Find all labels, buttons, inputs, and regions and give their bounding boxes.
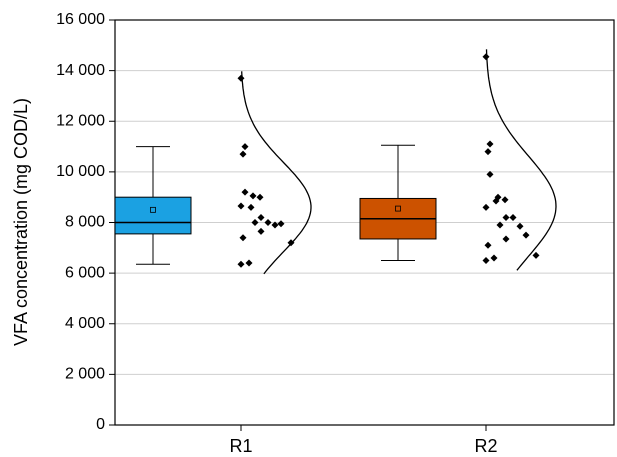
distribution-curve [485, 49, 557, 271]
data-point [502, 235, 510, 243]
data-point [241, 143, 249, 151]
data-point [482, 53, 490, 61]
y-tick-label: 12 000 [56, 112, 105, 129]
data-point [532, 251, 540, 259]
data-point [277, 220, 285, 228]
data-point [247, 203, 255, 211]
data-point [237, 260, 245, 268]
distribution-curve [241, 71, 312, 275]
data-point [502, 213, 510, 221]
data-point [509, 213, 517, 221]
data-point [486, 140, 494, 148]
data-point [496, 221, 504, 229]
data-point [492, 197, 500, 205]
y-tick-label: 10 000 [56, 163, 105, 180]
mean [395, 205, 401, 212]
data-point [490, 254, 498, 262]
data-point [239, 150, 247, 158]
y-tick-label: 4 000 [65, 315, 105, 332]
data-point [237, 74, 245, 82]
data-point [245, 259, 253, 267]
data-point [484, 148, 492, 156]
data-point [256, 193, 264, 201]
y-tick-label: 6 000 [65, 264, 105, 281]
data-point [237, 202, 245, 210]
data-point [239, 234, 247, 242]
data-point [482, 256, 490, 264]
data-point [501, 196, 509, 204]
y-tick-label: 8 000 [65, 214, 105, 231]
data-point [484, 241, 492, 249]
x-tick-label: R1 [229, 436, 252, 456]
data-point [486, 170, 494, 178]
data-point [241, 188, 249, 196]
data-point [516, 222, 524, 230]
y-axis-label: VFA concentration (mg COD/L) [11, 98, 31, 346]
data-point [482, 203, 490, 211]
y-tick-label: 0 [96, 416, 105, 433]
mean [150, 206, 156, 213]
y-tick-label: 16 000 [56, 11, 105, 28]
data-point [249, 192, 257, 200]
x-tick-label: R2 [474, 436, 497, 456]
data-point [264, 219, 272, 226]
data-point [271, 221, 279, 229]
box [114, 196, 192, 235]
data-point [257, 227, 265, 235]
data-point [257, 213, 265, 221]
data-point [522, 231, 530, 239]
y-tick-label: 2 000 [65, 366, 105, 383]
y-tick-label: 14 000 [56, 62, 105, 79]
data-point [251, 219, 259, 226]
